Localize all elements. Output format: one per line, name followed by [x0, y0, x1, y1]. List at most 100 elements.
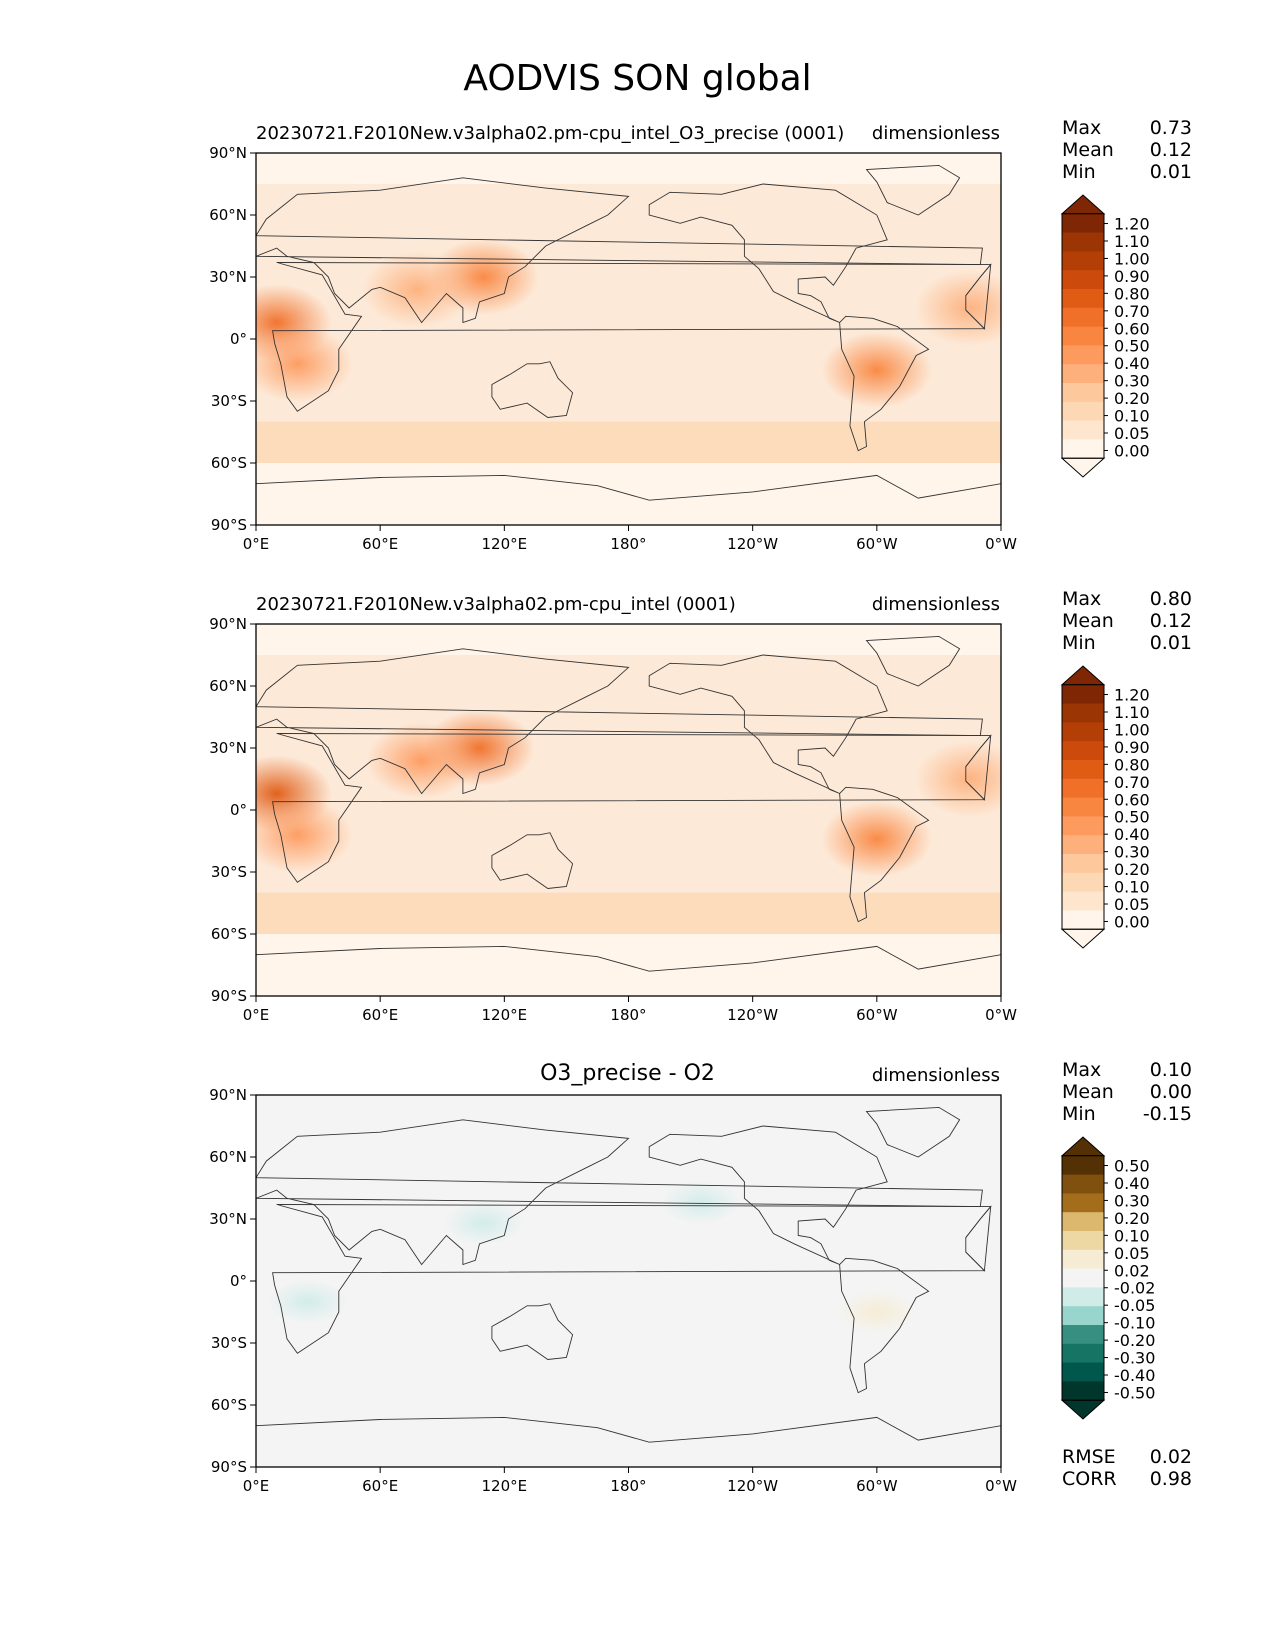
colorbar-tick-label: 1.10 [1114, 232, 1150, 251]
colorbar-segment [1062, 420, 1104, 440]
y-tick-label: 60°S [211, 925, 247, 943]
x-tick-label: 0°W [985, 535, 1017, 553]
colorbar-tick-label: 0.30 [1114, 372, 1150, 391]
stat-mean-label: Mean [1062, 610, 1114, 632]
x-tick-label: 120°W [727, 1006, 778, 1024]
colorbar-tick-label: 0.10 [1114, 1226, 1150, 1245]
coastline-africa [272, 1204, 992, 1354]
y-tick-label: 90°S [211, 516, 247, 534]
stat-min-label: Min [1062, 161, 1096, 183]
colorbar-segment [1062, 326, 1104, 346]
colorbar-bottom-extend [1060, 1399, 1106, 1420]
y-tick-label: 60°N [209, 1148, 247, 1166]
southern-band [256, 892, 1001, 934]
hotspot-south-america [821, 332, 932, 408]
coastline-australia [491, 1303, 574, 1360]
panel-3-extra-stats: RMSE 0.02 CORR 0.98 [1062, 1446, 1192, 1490]
colorbar-tick-label: 0.20 [1114, 389, 1150, 408]
figure-title: AODVIS SON global [463, 58, 812, 99]
colorbar-segment [1062, 1325, 1104, 1345]
hotspot-south-america [821, 800, 932, 877]
colorbar-segment [1062, 1249, 1104, 1270]
y-tick-label: 90°N [209, 615, 247, 633]
x-tick-label: 120°W [727, 1477, 778, 1495]
colorbar-tick-label: 0.40 [1114, 354, 1150, 373]
coastline-greenland [865, 1106, 961, 1158]
stat-max-value: 0.10 [1149, 1059, 1192, 1081]
x-tick-label: 180° [610, 535, 646, 553]
colorbar-segment [1062, 872, 1104, 893]
stat-mean-label: Mean [1062, 1081, 1114, 1103]
coastline-namerica [648, 1125, 888, 1265]
panel-1-stats: Max 0.73 Mean 0.12 Min 0.01 [1062, 117, 1192, 183]
colorbar-segment [1062, 1306, 1104, 1326]
panel-2-right-title: dimensionless [871, 594, 1000, 615]
colorbar-segment [1062, 1268, 1104, 1288]
stat-rmse-value: 0.02 [1149, 1446, 1192, 1468]
coastline-samerica [839, 315, 930, 452]
colorbar-segment [1062, 1287, 1104, 1307]
hotspot-atlantic-dust [914, 270, 1001, 346]
y-tick-label: 30°N [209, 739, 247, 757]
colorbar-segment [1062, 270, 1104, 290]
colorbar-segment [1062, 1174, 1104, 1194]
colorbar-segment [1062, 760, 1104, 780]
colorbar-segment [1062, 1155, 1104, 1176]
colorbar-tick-label: 0.40 [1114, 825, 1150, 844]
colorbar-frame [1061, 213, 1105, 459]
colorbar-segment [1062, 703, 1104, 723]
map-background [256, 1095, 1001, 1467]
colorbar-tick-label: 0.90 [1114, 738, 1150, 757]
colorbar-tick-label: -0.05 [1114, 1296, 1155, 1315]
stat-mean-value: 0.12 [1149, 139, 1192, 161]
colorbar-tick-label: 0.00 [1114, 912, 1150, 931]
colorbar-segment [1062, 401, 1104, 422]
coastline-africa [272, 733, 992, 883]
coastline-africa-wrap [965, 1205, 992, 1272]
southern-band [256, 421, 1001, 463]
coastline-namerica [648, 654, 888, 794]
colorbar-segment [1062, 684, 1104, 705]
colorbar-tick-label: 0.90 [1114, 267, 1150, 286]
colorbar-segment [1062, 816, 1104, 836]
panel-1-right-title: dimensionless [871, 123, 1000, 144]
stat-min-value: 0.01 [1149, 632, 1192, 654]
hotspot-south-america [836, 1290, 917, 1334]
stat-corr-label: CORR [1062, 1468, 1117, 1490]
colorbar-tick-label: -0.50 [1114, 1383, 1155, 1402]
colorbar-tick-label: 0.60 [1114, 790, 1150, 809]
colorbar-segment [1062, 364, 1104, 384]
colorbar-tick-label: 1.00 [1114, 249, 1150, 268]
colorbar-tick-label: 0.80 [1114, 755, 1150, 774]
colorbar-segment [1062, 251, 1104, 271]
y-tick-label: 30°N [209, 1210, 247, 1228]
colorbar-tick-label: 0.30 [1114, 1191, 1150, 1210]
x-tick-label: 60°E [362, 1006, 398, 1024]
panel-3-stats: Max 0.10 Mean 0.00 Min -0.15 [1062, 1059, 1192, 1125]
coastline-australia [491, 832, 574, 889]
hotspot-north-pacific [660, 1180, 741, 1225]
coastline-eurasia [256, 648, 983, 795]
x-tick-label: 60°E [362, 535, 398, 553]
coastline-namerica [648, 183, 888, 323]
plot-area [256, 624, 1001, 996]
x-tick-label: 120°E [482, 1477, 528, 1495]
coastline-antarctica [256, 1416, 1001, 1467]
coastline-antarctica [256, 945, 1001, 996]
colorbar-tick-label: 0.50 [1114, 1157, 1150, 1176]
plot-area [256, 1095, 1001, 1467]
colorbar-tick-label: 0.40 [1114, 1174, 1150, 1193]
y-tick-label: 90°S [211, 987, 247, 1005]
x-tick-label: 0°W [985, 1006, 1017, 1024]
colorbar-segment [1062, 1193, 1104, 1213]
stat-max-value: 0.73 [1149, 117, 1192, 139]
stat-mean-label: Mean [1062, 139, 1114, 161]
stat-corr-value: 0.98 [1149, 1468, 1192, 1490]
colorbar-segment [1062, 383, 1104, 403]
stat-mean-value: 0.00 [1149, 1081, 1192, 1103]
stat-max-label: Max [1062, 1059, 1102, 1081]
x-tick-label: 0°E [243, 1477, 270, 1495]
stat-mean-value: 0.12 [1149, 610, 1192, 632]
